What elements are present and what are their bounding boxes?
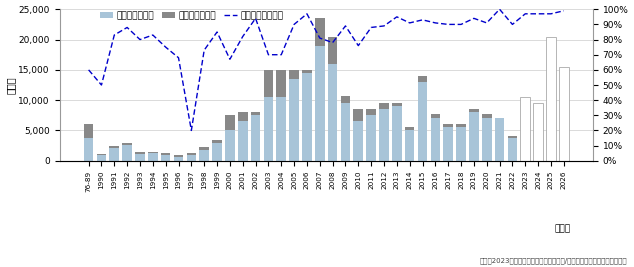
Bar: [340, 96, 350, 103]
Bar: [251, 112, 261, 115]
Bar: [238, 112, 247, 121]
Bar: [84, 124, 93, 138]
Bar: [212, 143, 222, 161]
Bar: [469, 109, 479, 112]
Bar: [276, 97, 286, 161]
Bar: [430, 118, 440, 161]
Bar: [508, 138, 517, 161]
Bar: [135, 154, 145, 161]
Bar: [161, 155, 171, 161]
Bar: [392, 106, 402, 161]
Bar: [186, 155, 196, 161]
Bar: [328, 64, 337, 161]
Bar: [174, 155, 183, 157]
Bar: [122, 145, 132, 161]
Bar: [482, 118, 491, 161]
Bar: [315, 46, 325, 161]
Bar: [264, 97, 273, 161]
Bar: [96, 154, 107, 155]
Bar: [418, 76, 427, 82]
Bar: [443, 124, 453, 127]
Bar: [340, 103, 350, 161]
Bar: [508, 136, 517, 138]
Bar: [315, 18, 325, 46]
Bar: [559, 67, 569, 161]
Bar: [328, 37, 337, 64]
Bar: [289, 70, 299, 79]
Bar: [276, 70, 286, 97]
Bar: [430, 114, 440, 118]
Bar: [84, 138, 93, 161]
Bar: [225, 131, 235, 161]
Bar: [546, 37, 556, 161]
Bar: [110, 146, 119, 148]
Bar: [199, 147, 209, 151]
Bar: [405, 127, 415, 131]
Bar: [495, 118, 505, 161]
Bar: [354, 109, 363, 121]
Bar: [456, 127, 466, 161]
Text: （年）: （年）: [554, 224, 570, 233]
Bar: [174, 157, 183, 161]
Bar: [354, 121, 363, 161]
Bar: [482, 114, 491, 118]
Bar: [456, 124, 466, 127]
Bar: [225, 115, 235, 131]
Bar: [418, 82, 427, 161]
Bar: [366, 109, 376, 115]
Bar: [135, 152, 145, 154]
Y-axis label: （戸）: （戸）: [6, 76, 16, 94]
Bar: [212, 140, 222, 143]
Bar: [533, 103, 543, 161]
Bar: [122, 143, 132, 145]
Bar: [238, 121, 247, 161]
Bar: [469, 112, 479, 161]
Bar: [379, 109, 389, 161]
Bar: [392, 103, 402, 106]
Bar: [443, 127, 453, 161]
Bar: [302, 73, 312, 161]
Bar: [96, 155, 107, 161]
Bar: [148, 154, 158, 161]
Bar: [186, 154, 196, 155]
Bar: [148, 152, 158, 154]
Legend: 分譲マンション, 賃貸マンション, 分譲比率（右軸）: 分譲マンション, 賃貸マンション, 分譲比率（右軸）: [96, 8, 287, 24]
Bar: [521, 97, 530, 161]
Bar: [379, 103, 389, 109]
Bar: [366, 115, 376, 161]
Bar: [264, 70, 273, 97]
Bar: [289, 79, 299, 161]
Bar: [199, 151, 209, 161]
Text: （注）2023年以降の完成予定戸数は分譲/賃貸の区分が公表されていない: （注）2023年以降の完成予定戸数は分譲/賃貸の区分が公表されていない: [480, 258, 628, 264]
Bar: [405, 131, 415, 161]
Bar: [161, 154, 171, 155]
Bar: [110, 148, 119, 161]
Bar: [302, 70, 312, 73]
Bar: [251, 115, 261, 161]
